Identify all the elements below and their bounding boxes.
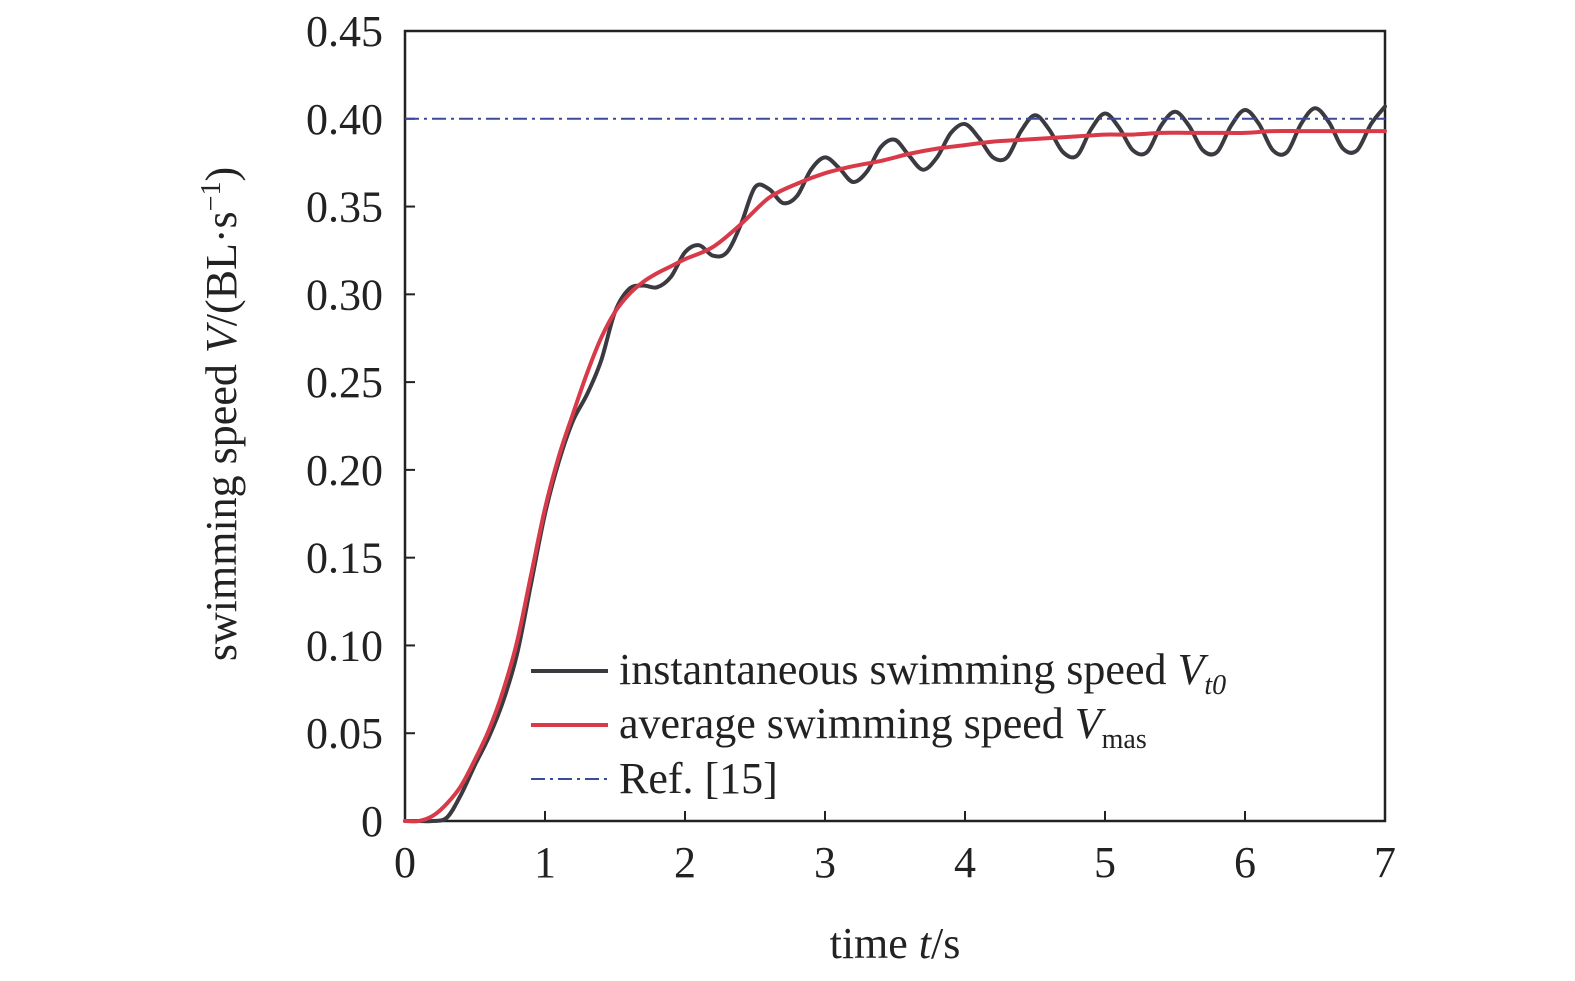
y-axis-ticks: 0 0.05 0.10 0.15 0.20 0.25 0.30 0.35 0.40 0.45 [306, 7, 415, 846]
y-tick-label: 0.25 [306, 358, 383, 407]
y-tick-label: 0.15 [306, 534, 383, 583]
y-axis-title: swimming speed V/(BL·s−1) [196, 167, 246, 661]
legend-label-ref: Ref. [15] [619, 754, 778, 803]
y-axis-title-pre: swimming speed [197, 353, 246, 661]
x-axis-ticks: 0 1 2 3 4 5 6 7 [394, 811, 1396, 887]
legend-label-average: average swimming speed Vmas [619, 699, 1147, 755]
y-tick-label: 0.45 [306, 7, 383, 56]
x-tick-label: 3 [814, 838, 836, 887]
legend-instantaneous-var: V [1178, 645, 1210, 694]
x-axis-title-var: t [919, 919, 933, 968]
y-axis-title-post: /(BL·s [197, 211, 246, 326]
x-axis-title-pre: time [830, 919, 919, 968]
y-tick-label: 0.40 [306, 95, 383, 144]
x-tick-label: 7 [1374, 838, 1396, 887]
y-tick-label: 0 [361, 797, 383, 846]
legend-average-sub: mas [1102, 724, 1147, 755]
y-tick-label: 0.35 [306, 183, 383, 232]
y-tick-label: 0.20 [306, 446, 383, 495]
y-axis-title-var: V [197, 321, 246, 353]
y-tick-label: 0.05 [306, 709, 383, 758]
x-tick-label: 4 [954, 838, 976, 887]
y-tick-label: 0.10 [306, 621, 383, 670]
legend: instantaneous swimming speed Vt0 average… [531, 645, 1226, 803]
series-group [403, 104, 1387, 824]
x-tick-label: 1 [534, 838, 556, 887]
x-tick-label: 2 [674, 838, 696, 887]
x-tick-label: 0 [394, 838, 416, 887]
legend-average-text: average swimming speed [619, 699, 1075, 748]
legend-instantaneous-text: instantaneous swimming speed [619, 645, 1178, 694]
plot-frame [403, 29, 1387, 823]
y-axis-title-sup: −1 [196, 182, 227, 212]
x-axis-title-post: /s [931, 919, 960, 968]
legend-average-var: V [1075, 699, 1107, 748]
legend-instantaneous-sub: t0 [1204, 670, 1226, 701]
x-axis-title: time t/s [830, 919, 961, 968]
y-axis-title-close: ) [197, 167, 246, 182]
y-tick-label: 0.30 [306, 270, 383, 319]
x-tick-label: 5 [1094, 838, 1116, 887]
legend-label-instantaneous: instantaneous swimming speed Vt0 [619, 645, 1226, 701]
series-line-average [403, 128, 1387, 824]
x-tick-label: 6 [1234, 838, 1256, 887]
